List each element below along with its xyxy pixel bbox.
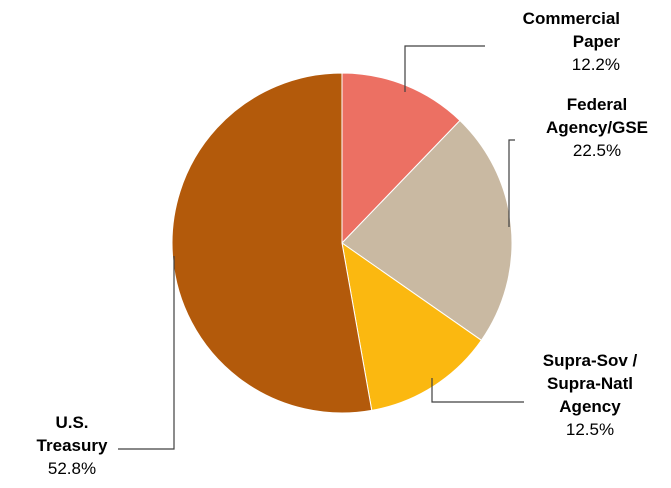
pie-slice bbox=[341, 119, 513, 342]
slice-label: Federal Agency/GSE 22.5% bbox=[546, 95, 648, 160]
leader-line bbox=[508, 139, 515, 227]
leader-lines bbox=[118, 45, 524, 450]
slice-label-name: U.S. bbox=[55, 413, 88, 432]
slice-label-name: Supra-Natl bbox=[547, 374, 633, 393]
slice-label-name: Agency bbox=[559, 397, 621, 416]
pie-slice bbox=[171, 72, 373, 414]
pie-slice bbox=[341, 241, 483, 411]
slice-label-value: 22.5% bbox=[573, 141, 621, 160]
slice-label: U.S. Treasury 52.8% bbox=[37, 413, 108, 478]
slice-label: Supra-Sov / Supra-Natl Agency 12.5% bbox=[543, 351, 638, 439]
slice-label-name: Federal bbox=[567, 95, 627, 114]
pie-slices bbox=[171, 72, 513, 414]
slice-label-name: Supra-Sov / bbox=[543, 351, 638, 370]
leader-line bbox=[118, 256, 175, 450]
slice-labels: Commercial Paper 12.2% Federal Agency/GSE 22.… bbox=[37, 9, 648, 478]
slice-label-value: 12.2% bbox=[572, 55, 620, 74]
slice-label: Commercial Paper 12.2% bbox=[523, 9, 621, 74]
slice-label-name: Paper bbox=[573, 32, 621, 51]
slice-label-name: Treasury bbox=[37, 436, 108, 455]
slice-label-value: 12.5% bbox=[566, 420, 614, 439]
slice-label-name: Agency/GSE bbox=[546, 118, 648, 137]
leader-line bbox=[431, 378, 524, 403]
slice-label-value: 52.8% bbox=[48, 459, 96, 478]
leader-line bbox=[404, 45, 485, 92]
slice-label-name: Commercial bbox=[523, 9, 620, 28]
